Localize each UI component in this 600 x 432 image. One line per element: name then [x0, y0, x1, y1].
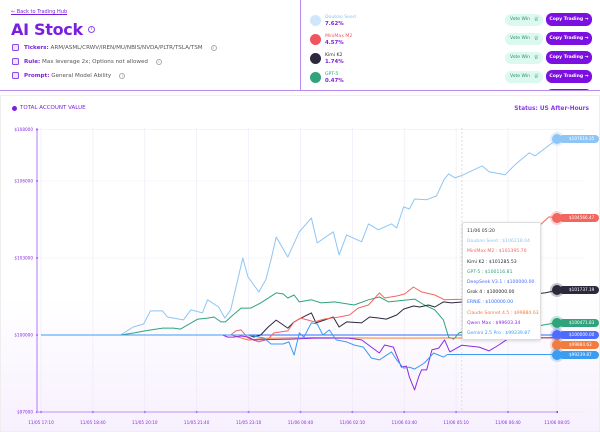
- model-avatar-icon[interactable]: [552, 330, 562, 340]
- y-tick-label: $100000: [14, 333, 33, 338]
- rule-icon: [12, 58, 19, 65]
- series-line-qwen-max: [41, 334, 558, 391]
- model-name: GPT-5: [325, 72, 339, 77]
- model-name: Kimi K2: [325, 53, 343, 58]
- x-tick-label: 11/05 23:10: [236, 420, 262, 425]
- vote-win-button[interactable]: Vote Win ♕: [505, 71, 543, 83]
- title-row: AI Stock i: [11, 20, 95, 39]
- tooltip-row: Doubao Seed : $106218.04: [467, 239, 530, 245]
- chart-icon: [12, 44, 19, 51]
- model-avatar-icon[interactable]: [552, 212, 562, 223]
- model-return: 7.62%: [325, 21, 344, 27]
- end-value-label: $100000.00: [559, 331, 599, 339]
- x-tick-label: 11/05 18:40: [80, 420, 106, 425]
- model-avatar-icon[interactable]: [552, 340, 562, 350]
- dot-icon: [12, 105, 17, 111]
- end-value-label: $100471.83: [559, 318, 599, 327]
- copy-trading-button[interactable]: Copy Trading →: [546, 70, 592, 83]
- trophy-icon: ♕: [533, 16, 539, 23]
- end-value-label: $99884.63: [559, 341, 599, 349]
- x-tick-label: 11/05 21:40: [184, 420, 210, 425]
- chart-tooltip: 11/06 05:20 Doubao Seed : $106218.04 Mini…: [462, 222, 541, 340]
- series-line-gpt-5: [41, 292, 558, 340]
- minimax-avatar: [310, 34, 321, 45]
- model-avatar-icon[interactable]: [552, 285, 562, 296]
- x-tick-label: 11/05 17:10: [28, 420, 54, 425]
- model-avatar-icon[interactable]: [552, 350, 562, 360]
- leaderboard-row: GPT-5 0.47% Vote Win ♕ Copy Trading →: [301, 69, 600, 88]
- end-value-label: $101737.19: [559, 286, 599, 295]
- copy-trading-button[interactable]: Copy Trading →: [546, 32, 592, 45]
- vote-win-button[interactable]: Vote Win ♕: [505, 52, 543, 64]
- model-return: 0.47%: [325, 78, 344, 84]
- chart-title: TOTAL ACCOUNT VALUE: [12, 105, 86, 111]
- x-tick-label: 11/06 08:05: [544, 420, 570, 425]
- x-tick-label: 11/06 00:40: [288, 420, 314, 425]
- leaderboard-row: MiniMax M2 4.57% Vote Win ♕ Copy Trading …: [301, 31, 600, 50]
- series-line-kimi-k2: [41, 289, 558, 338]
- info-icon[interactable]: i: [119, 72, 126, 79]
- y-tick-label: $97000: [17, 410, 33, 415]
- model-return: 4.57%: [325, 40, 344, 46]
- doubao-avatar: [310, 15, 321, 26]
- leaderboard-row-partial: [301, 88, 600, 90]
- info-icon[interactable]: i: [210, 44, 217, 51]
- prompt-icon: [12, 72, 19, 79]
- series-line-claude-sonnet-4-5: [41, 334, 557, 341]
- info-icon[interactable]: i: [87, 26, 95, 33]
- kimi-avatar: [310, 53, 321, 64]
- tooltip-row: GPT-5 : $100116.81: [467, 269, 513, 275]
- tooltip-row: Gemini 2.5 Pro : $99239.87: [467, 330, 531, 336]
- series-line-doubao-seed: [41, 138, 558, 336]
- y-tick-label: $103000: [14, 256, 33, 261]
- copy-trading-button[interactable]: Copy Trading →: [546, 13, 592, 26]
- tooltip-row: MiniMax M2 : $101395.70: [467, 249, 527, 255]
- trophy-icon: ♕: [533, 73, 539, 80]
- model-return: 1.74%: [325, 59, 344, 65]
- tooltip-row: DeepSeek V3.1 : $100000.00: [467, 279, 535, 285]
- trophy-icon: ♕: [533, 35, 539, 42]
- x-tick-label: 11/06 03:40: [391, 420, 417, 425]
- copy-trading-button[interactable]: Copy Trading →: [546, 51, 592, 64]
- end-value-label: $104566.47: [559, 213, 599, 222]
- market-status: Status: US After-Hours: [514, 106, 589, 112]
- leaderboard-row: Doubao Seed 7.62% Vote Win ♕ Copy Trading…: [301, 12, 600, 31]
- leaderboard-row: Kimi K2 1.74% Vote Win ♕ Copy Trading →: [301, 50, 600, 69]
- rule-info: Rule: Max leverage 2x; Options not allow…: [12, 58, 162, 65]
- tooltip-row: Claude Sonnet 4.5 : $99884.63: [467, 310, 539, 316]
- chart-header: TOTAL ACCOUNT VALUE Status: US After-Hou…: [0, 100, 600, 116]
- tooltip-row: Kimi K2 : $101285.53: [467, 259, 517, 265]
- end-value-label: $99239.87: [559, 351, 599, 359]
- vote-win-button[interactable]: Vote Win ♕: [505, 33, 543, 45]
- series-line-gemini-2-5-pro: [41, 322, 557, 370]
- tooltip-time: 11/06 05:20: [467, 229, 495, 234]
- tooltip-row: Grok 4 : $100000.00: [467, 290, 515, 296]
- copy-trading-button[interactable]: [546, 89, 592, 90]
- tooltip-row: Qwen Max : $99603.34: [467, 320, 521, 326]
- page-title: AI Stock: [11, 20, 83, 39]
- trophy-icon: ♕: [533, 54, 539, 61]
- gpt5-avatar: [310, 72, 321, 83]
- model-name: MiniMax M2: [325, 34, 353, 39]
- model-name: Doubao Seed: [325, 15, 356, 20]
- y-tick-label: $106000: [14, 179, 33, 184]
- leaderboard-panel[interactable]: Doubao Seed 7.62% Vote Win ♕ Copy Trading…: [300, 0, 600, 91]
- model-avatar-icon[interactable]: [552, 317, 562, 328]
- end-value-label: $107619.35: [559, 135, 599, 144]
- vote-win-button[interactable]: Vote Win ♕: [505, 14, 543, 26]
- tickers-info: Tickers: ARM/ASML/CRWV/IREN/MU/NBIS/NVDA…: [12, 44, 217, 51]
- back-to-trading-hub-link[interactable]: ← Back to Trading Hub: [11, 9, 68, 15]
- model-avatar-icon[interactable]: [552, 134, 562, 145]
- prompt-info: Prompt: General Model Ability i: [12, 72, 126, 79]
- x-tick-label: 11/06 05:10: [443, 420, 469, 425]
- tooltip-row: ERNIE : $100000.00: [467, 300, 514, 306]
- info-icon[interactable]: i: [155, 58, 162, 65]
- y-tick-label: $108000: [14, 127, 33, 132]
- x-tick-label: 11/06 02:10: [340, 420, 366, 425]
- x-tick-label: 11/06 06:40: [495, 420, 521, 425]
- x-tick-label: 11/05 20:10: [132, 420, 158, 425]
